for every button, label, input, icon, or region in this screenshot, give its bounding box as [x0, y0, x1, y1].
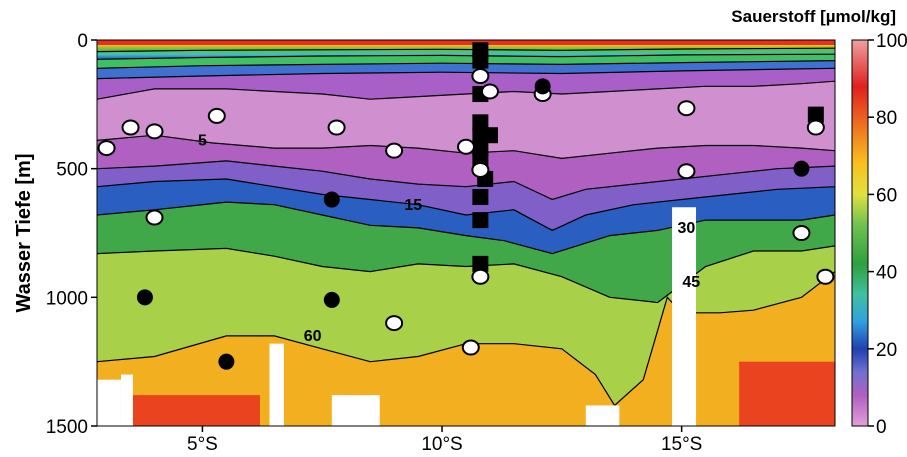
station-open-circle: [327, 119, 346, 136]
oxygen-band: [97, 202, 835, 302]
station-markers: [97, 42, 835, 370]
oxygen-field: [97, 40, 835, 426]
ctd-square-marker: [472, 212, 489, 229]
station-filled-circle: [793, 160, 810, 177]
station-open-circle: [145, 123, 164, 140]
contour-line: [97, 134, 835, 160]
seafloor-block: [672, 207, 697, 426]
plot-area: 5 15 30 45 60: [96, 39, 836, 427]
oxygen-band: [97, 161, 835, 229]
colorbar-tick-label: 80: [876, 108, 897, 129]
colorbar: 0 20 40 60 80 100: [851, 31, 907, 438]
station-open-circle: [792, 225, 811, 241]
station-filled-circle: [218, 353, 235, 370]
ctd-square-marker: [472, 114, 489, 131]
colorbar-tick-label: 0: [876, 417, 887, 438]
ctd-square-marker: [807, 106, 824, 123]
x-axis: 5°S 10°S 15°S: [187, 426, 702, 455]
plot-frame: [96, 39, 836, 427]
station-open-circle: [806, 119, 825, 136]
contour-line: [97, 60, 835, 69]
station-open-circle: [816, 268, 835, 285]
y-tick-label: 1000: [46, 288, 88, 309]
contour-labels: 5 15 30 45 60: [198, 133, 700, 346]
oxygen-band: [97, 245, 835, 404]
x-tick-label: 5°S: [187, 434, 218, 455]
x-tick-label: 10°S: [421, 434, 462, 455]
contour-line: [97, 67, 835, 80]
ctd-square-marker: [472, 255, 489, 272]
contour-line: [97, 47, 835, 53]
contour-line: [97, 53, 835, 60]
deep-patch: [739, 361, 835, 426]
contour-label: 15: [404, 197, 422, 214]
oxygen-band: [97, 81, 835, 158]
station-open-circle: [480, 83, 499, 100]
contour-label: 5: [198, 133, 207, 150]
y-tick-label: 500: [56, 160, 88, 181]
deep-patch: [120, 395, 260, 426]
seafloor-block: [97, 379, 121, 426]
surface-strip: [97, 40, 835, 45]
y-axis: 0 500 1000 1500: [46, 31, 97, 438]
ctd-square-marker: [472, 140, 489, 157]
station-open-circle: [471, 68, 490, 85]
ctd-square-marker: [481, 127, 498, 144]
y-axis-label: Wasser Tiefe [m]: [13, 154, 35, 313]
x-tick-label: 15°S: [661, 434, 702, 455]
y-tick-label: 0: [77, 31, 88, 52]
colorbar-tick-label: 60: [876, 185, 897, 206]
seafloor-block: [331, 395, 380, 426]
contour-line: [97, 178, 835, 232]
seafloor-mask: [97, 207, 697, 426]
station-open-circle: [145, 209, 164, 226]
colorbar-tick-label: 40: [876, 263, 897, 284]
contour-line: [97, 201, 835, 255]
station-open-circle: [97, 140, 116, 157]
station-open-circle: [457, 138, 475, 155]
station-open-circle: [121, 119, 140, 136]
station-open-circle: [471, 268, 490, 285]
oxygen-band: [97, 179, 835, 253]
station-open-circle: [471, 161, 490, 178]
colorbar-gradient: [851, 39, 869, 427]
station-open-circle: [385, 315, 404, 332]
contour-label: 45: [682, 274, 700, 291]
colorbar-tick-label: 20: [876, 340, 897, 361]
station-open-circle: [207, 107, 226, 124]
y-tick-label: 1500: [46, 417, 88, 438]
contour-label: 30: [678, 220, 696, 237]
station-open-circle: [677, 163, 696, 180]
station-filled-circle: [136, 289, 153, 306]
station-filled-circle: [323, 291, 340, 308]
ctd-square-marker: [472, 52, 489, 69]
contour-line: [97, 271, 835, 407]
seafloor-block: [585, 405, 620, 426]
colorbar-tick-label: 100: [876, 31, 907, 52]
seafloor-block: [269, 343, 284, 426]
station-open-circle: [385, 142, 404, 159]
seafloor-block: [120, 374, 133, 426]
station-filled-circle: [534, 78, 551, 95]
station-open-circle: [461, 339, 480, 356]
station-open-circle: [677, 100, 696, 117]
station-filled-circle: [323, 191, 340, 208]
colorbar-title: Sauerstoff [µmol/kg]: [731, 7, 896, 26]
ctd-square-marker: [472, 188, 489, 205]
contour-label: 60: [304, 328, 322, 345]
contour-line: [97, 245, 835, 304]
